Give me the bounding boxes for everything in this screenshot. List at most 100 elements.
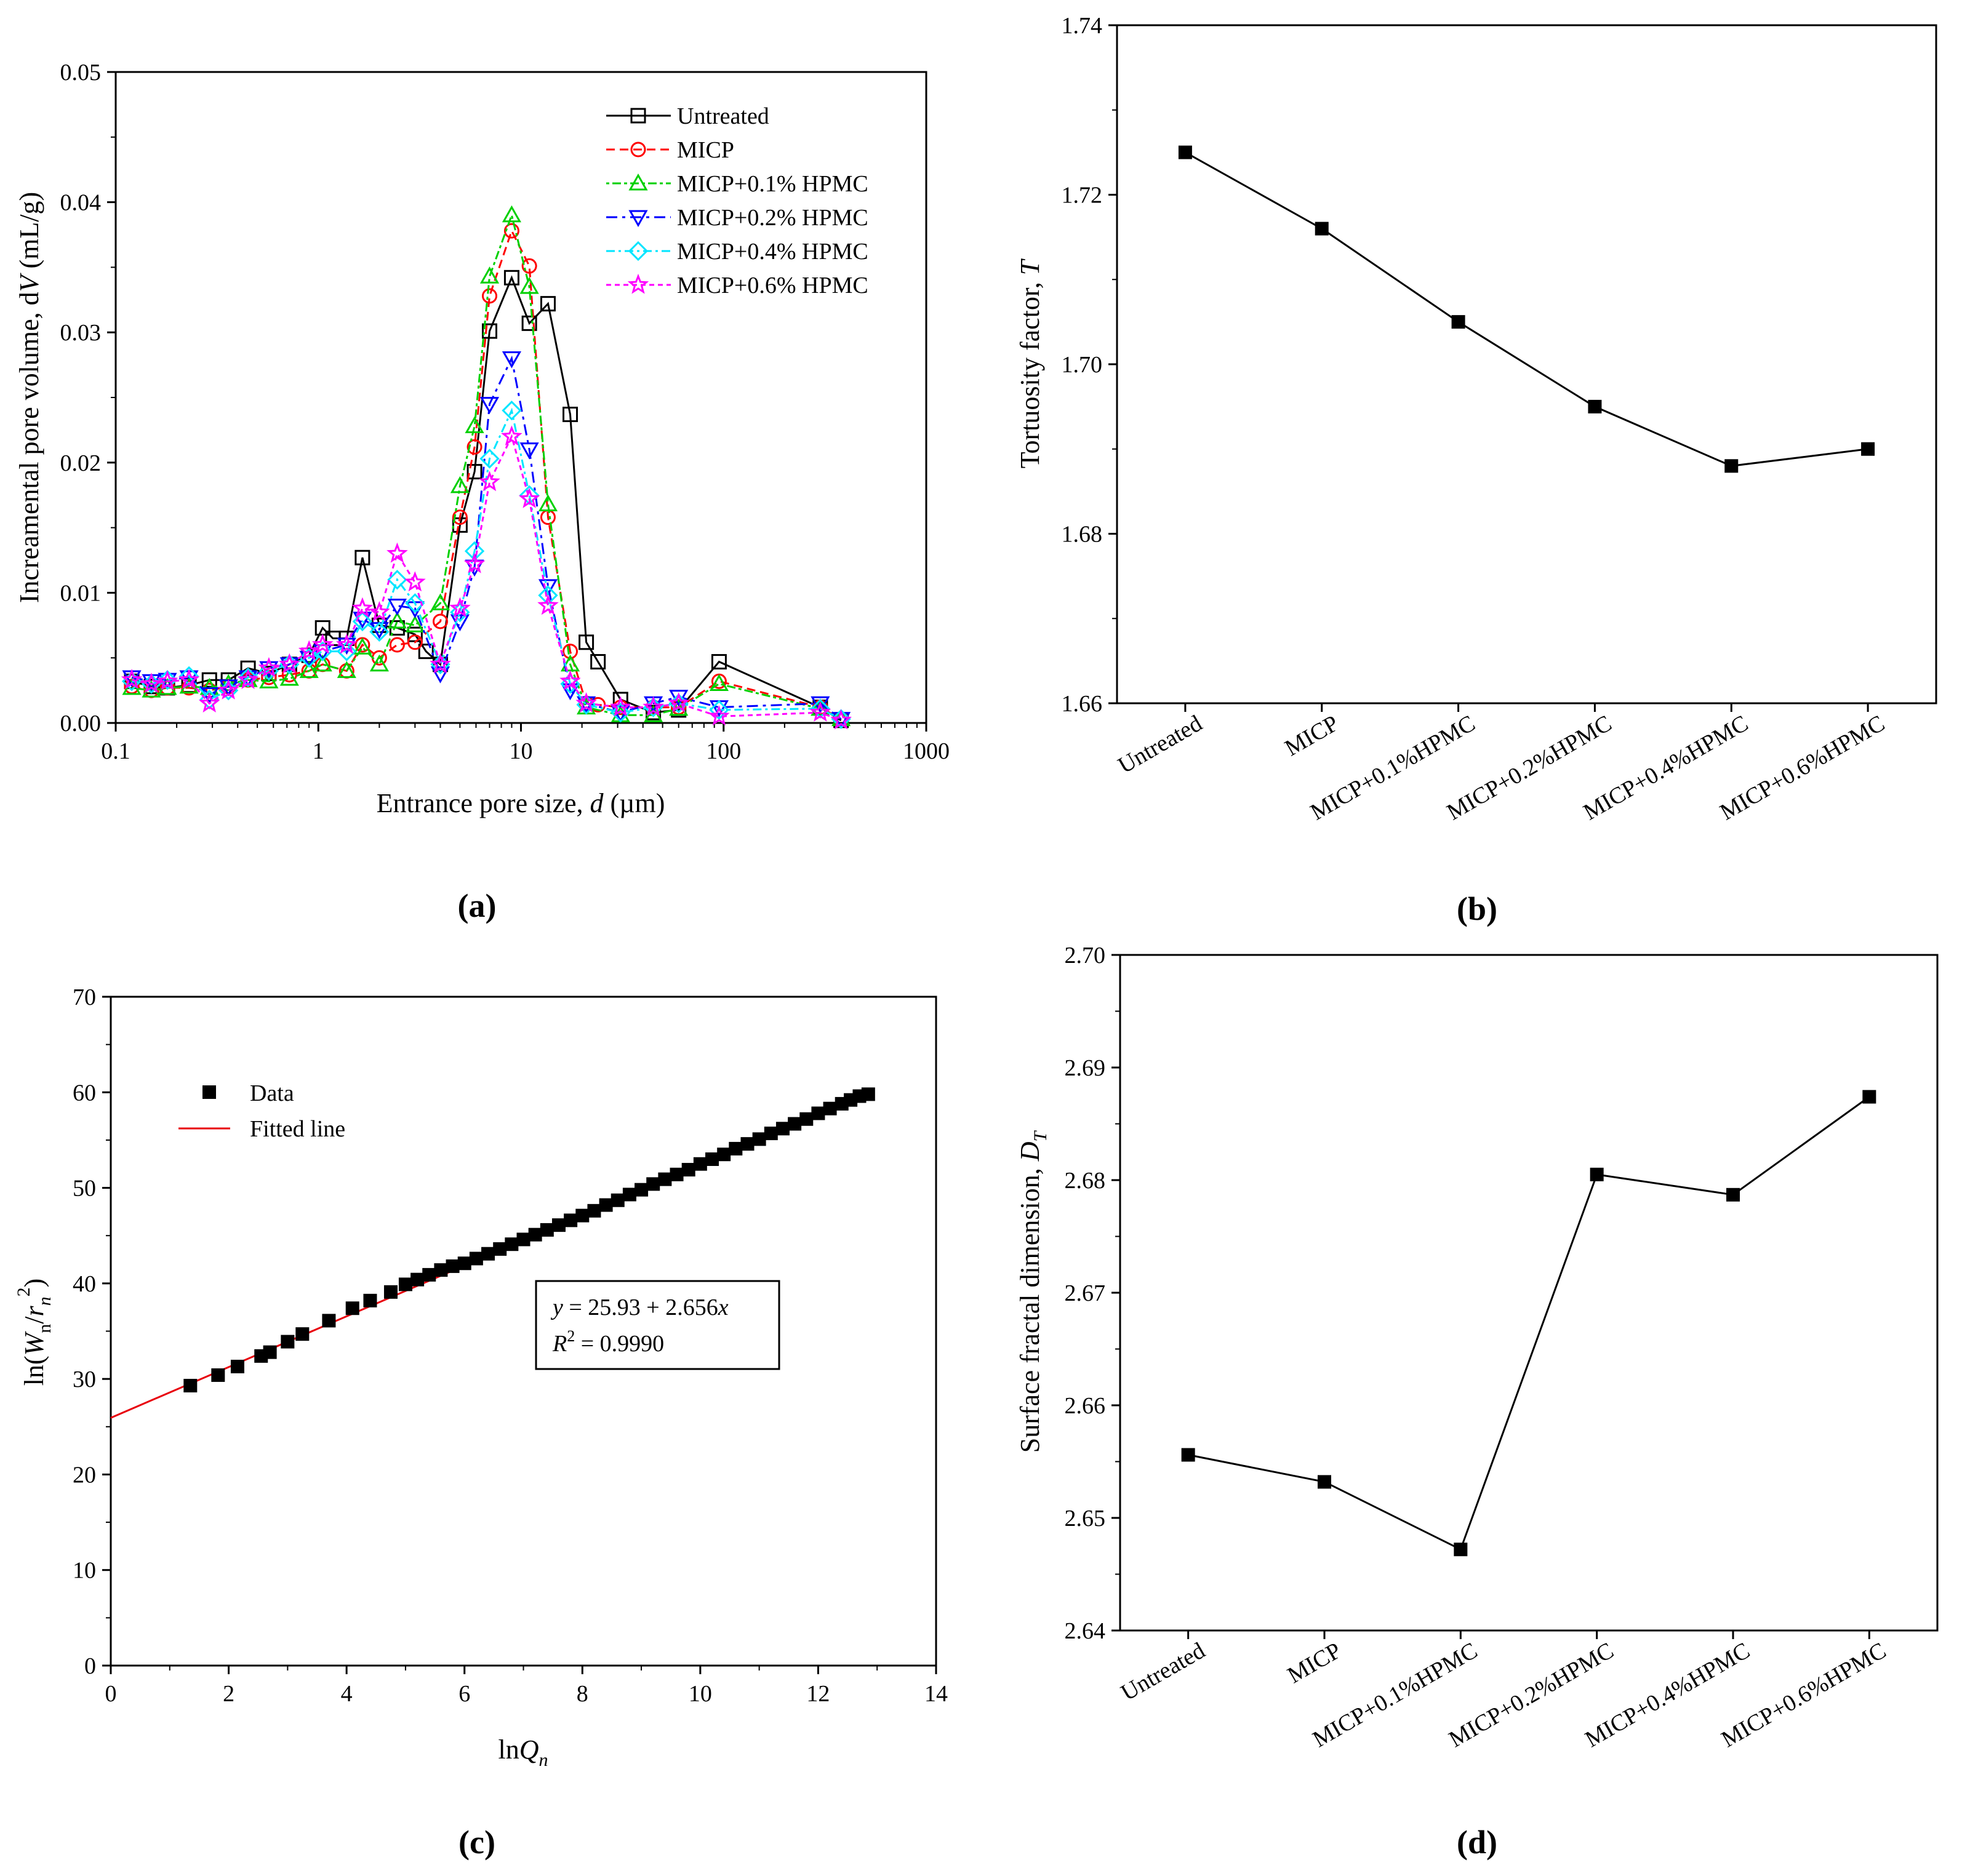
legend-marker-micp-0-6-hpmc (627, 273, 649, 294)
legend-marker-micp-0-4-hpmc (628, 241, 649, 261)
legend-label-micp-0-2-hpmc: MICP+0.2% HPMC (677, 205, 868, 231)
legend-marker-micp-0-1-hpmc (628, 173, 648, 191)
data-point-micp-0-6-hpmc (279, 653, 300, 674)
data-point-micp-0-6-hpmc (386, 542, 408, 563)
legend-a: Untreated MICP MICP+0.1% HPMC MICP+0.2% HPM… (606, 103, 868, 298)
data-point-micp-0-6-hpmc (479, 471, 500, 492)
data-points-c (183, 1087, 875, 1393)
data-point-micp-0-1-hpmc (299, 661, 319, 678)
data-point-untreated (481, 323, 497, 339)
axis-ticks-c: 0 2 4 6 8 10 12 14 0 10 20 30 40 50 60 70 (73, 984, 948, 1707)
data-point-micp-0-1-hpmc (387, 611, 407, 629)
data-point-c (729, 1141, 743, 1156)
data-point-untreated (563, 407, 579, 423)
y-axis-label-b: Tortuosity factor, T (1015, 258, 1045, 468)
y-tick-label-c: 10 (73, 1558, 96, 1584)
data-point-untreated (466, 464, 482, 480)
panel-label-c: (c) (458, 1824, 495, 1861)
data-point-micp-0-6-hpmc (156, 670, 178, 690)
data-point-c (611, 1193, 625, 1207)
data-point-c (717, 1148, 731, 1162)
x-tick-label-a: 0.1 (101, 738, 130, 764)
data-point-micp-0-2-hpmc (502, 351, 522, 369)
x-tick-label-c: 10 (689, 1681, 712, 1707)
data-point-micp-0-4-hpmc (479, 449, 500, 469)
x-axis-label-c: lnQn (498, 1734, 548, 1770)
data-point-micp-0-4-hpmc (157, 670, 178, 690)
data-point-untreated (418, 644, 434, 660)
y-tick-label-a: 0.01 (60, 580, 102, 606)
data-point-micp-0-6-hpmc (668, 692, 689, 712)
data-point-c (505, 1237, 519, 1251)
data-point-untreated (201, 672, 217, 688)
data-point-micp-0-4-hpmc (831, 709, 851, 729)
y-tick-label-d: 2.68 (1065, 1168, 1106, 1194)
data-point-micp-0-1-hpmc (430, 593, 450, 610)
data-point-c (788, 1117, 802, 1131)
equation-box: y = 25.93 + 2.656x R2 = 0.9990 (535, 1280, 780, 1370)
data-point-micp-0-6-hpmc (121, 669, 143, 689)
legend-label-micp-0-6-hpmc: MICP+0.6% HPMC (677, 273, 868, 298)
data-point-c (670, 1167, 684, 1181)
data-point-micp-0-1-hpmc (479, 266, 500, 284)
data-point-micp-0-6-hpmc (559, 670, 581, 690)
data-point-micp-0-4-hpmc (299, 648, 319, 668)
panel-d: 2.64 2.65 2.66 2.67 2.68 2.69 2.70 Untreated MIC… (1015, 943, 1939, 1861)
data-point-d (1454, 1543, 1468, 1557)
data-point-micp-0-4-hpmc (369, 621, 390, 642)
data-point-c (345, 1301, 359, 1315)
data-point-c (183, 1379, 198, 1393)
data-point-micp-0-4-hpmc (405, 593, 425, 613)
data-point-b (1315, 222, 1329, 236)
x-tick-label-c: 4 (341, 1681, 353, 1707)
panel-label-d: (d) (1457, 1824, 1497, 1861)
data-point-c (635, 1183, 649, 1197)
data-point-micp-0-4-hpmc (337, 641, 357, 661)
y-tick-label-d: 2.69 (1065, 1055, 1106, 1081)
data-point-d (1726, 1187, 1740, 1202)
y-tick-label-d: 2.66 (1065, 1393, 1106, 1419)
data-point-d (1862, 1090, 1876, 1104)
data-point-c (263, 1345, 277, 1359)
legend-marker-micp (630, 142, 646, 158)
y-tick-label-b: 1.74 (1062, 13, 1103, 39)
data-point-c (551, 1218, 566, 1232)
data-point-c (469, 1251, 483, 1266)
data-point-c (457, 1256, 471, 1271)
data-point-micp-0-1-hpmc (811, 698, 830, 716)
x-tick-label-c: 8 (577, 1681, 588, 1707)
data-point-micp-0-6-hpmc (198, 692, 220, 712)
data-point-micp-0-6-hpmc (643, 696, 664, 717)
series-group-d (1181, 1090, 1876, 1557)
y-axis-label-c: ln(Wn/rn2) (14, 1279, 55, 1386)
data-point-c (446, 1259, 460, 1273)
x-tick-label-a: 10 (510, 738, 533, 764)
data-point-c (658, 1172, 672, 1186)
data-point-micp-0-1-hpmc (709, 674, 729, 692)
data-point-micp (521, 258, 537, 274)
data-point-micp-0-1-hpmc (538, 494, 558, 512)
data-point-d (1181, 1448, 1195, 1462)
y-tick-label-d: 2.65 (1065, 1506, 1106, 1531)
data-point-c (211, 1368, 225, 1382)
data-point-micp-0-6-hpmc (404, 571, 426, 592)
data-point-micp-0-6-hpmc (501, 425, 523, 446)
x-category-label-d: Untreated (1116, 1637, 1209, 1706)
y-tick-label-a: 0.00 (60, 711, 102, 736)
data-point-micp-0-6-hpmc (336, 633, 358, 654)
series-line-d (1188, 1096, 1870, 1551)
x-tick-label-c: 14 (924, 1681, 948, 1707)
y-tick-label-c: 40 (73, 1271, 96, 1297)
legend-marker-untreated (630, 108, 646, 124)
x-tick-label-c: 2 (223, 1681, 234, 1707)
y-tick-label-c: 60 (73, 1080, 96, 1106)
data-point-c (622, 1187, 636, 1202)
data-point-micp-0-6-hpmc (463, 553, 486, 573)
data-point-untreated (503, 269, 519, 285)
data-point-untreated (540, 296, 556, 312)
data-point-untreated (711, 654, 727, 670)
y-axis-label-a: Increamental pore volume, dV (mL/g) (14, 192, 44, 603)
legend-marker-micp-0-2-hpmc (628, 210, 648, 228)
